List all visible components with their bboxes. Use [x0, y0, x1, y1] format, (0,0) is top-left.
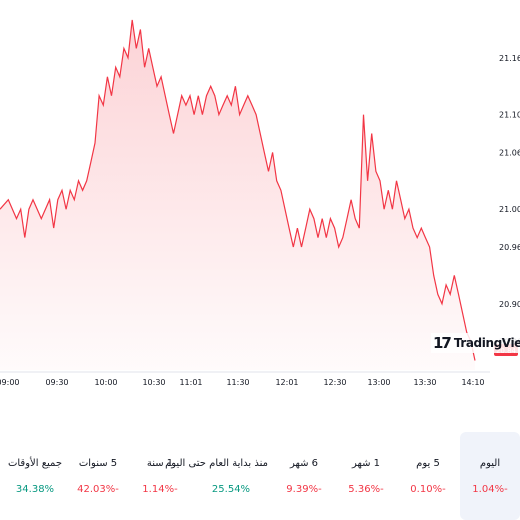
period-label: اليوم — [479, 458, 501, 469]
period-label: 5 سنوات — [78, 458, 118, 469]
y-tick-label: 20.90 — [499, 300, 520, 309]
x-tick-label: 12:30 — [323, 378, 346, 387]
x-tick-label: 12:01 — [275, 378, 298, 387]
x-axis: 09:00 09:30 10:00 10:30 11:01 11:30 12:01 12:30… — [0, 378, 485, 387]
period-tab[interactable]: 5 يوم 0.10%- — [398, 432, 458, 520]
y-tick-label: 20.96 — [499, 243, 520, 252]
tradingview-logo-text: TradingView — [453, 336, 520, 350]
y-tick-label: 21.00 — [499, 205, 520, 214]
period-label: جميع الأوقات — [7, 458, 63, 469]
period-change-value: 42.03%- — [77, 484, 119, 495]
y-tick-label: 21.16 — [499, 54, 520, 63]
period-change-value: 34.38% — [15, 484, 55, 495]
period-tab[interactable]: 5 سنوات 42.03%- — [68, 432, 128, 520]
period-change-value: 25.54% — [211, 484, 251, 495]
period-change-value: 0.10%- — [410, 484, 446, 495]
y-tick-label: 21.06 — [499, 148, 520, 157]
tradingview-logo[interactable]: 17 TradingView — [431, 333, 520, 353]
y-tick-label: 21.10 — [499, 111, 520, 120]
price-area-fill — [0, 20, 475, 370]
period-label: 6 شهر — [289, 458, 319, 469]
period-tab[interactable]: جميع الأوقات 34.38% — [5, 432, 65, 520]
period-change-value: 1.04%- — [472, 484, 508, 495]
period-tab[interactable]: 1 سنة 1.14%- — [130, 432, 190, 520]
price-line — [0, 19, 476, 361]
period-change-value: 1.14%- — [142, 484, 178, 495]
x-tick-label: 11:30 — [226, 378, 249, 387]
period-label: 5 يوم — [416, 458, 440, 469]
x-tick-label: 13:00 — [367, 378, 390, 387]
period-label: 1 شهر — [351, 458, 381, 469]
x-tick-label: 13:30 — [413, 378, 436, 387]
period-change-value: 5.36%- — [348, 484, 384, 495]
period-tab[interactable]: 6 شهر 9.39%- — [274, 432, 334, 520]
period-tab[interactable]: 1 شهر 5.36%- — [336, 432, 396, 520]
period-tab[interactable]: اليوم 1.04%- — [460, 432, 520, 520]
x-tick-label: 14:10 — [461, 378, 484, 387]
x-tick-label: 10:30 — [142, 378, 165, 387]
x-tick-label: 09:30 — [45, 378, 68, 387]
x-tick-label: 09:00 — [0, 378, 20, 387]
period-label: منذ بداية العام حتى اليوم — [165, 458, 268, 469]
period-tab[interactable]: منذ بداية العام حتى اليوم 25.54% — [165, 432, 268, 520]
period-label: 1 سنة — [146, 458, 174, 469]
x-tick-label: 11:01 — [179, 378, 202, 387]
period-change-value: 9.39%- — [286, 484, 322, 495]
performance-periods: اليوم 1.04%- 5 يوم 0.10%- 1 شهر 5.36%- 6 شهر 9.… — [0, 432, 520, 520]
x-tick-label: 10:00 — [94, 378, 117, 387]
tradingview-logo-icon: 17 — [433, 334, 452, 352]
